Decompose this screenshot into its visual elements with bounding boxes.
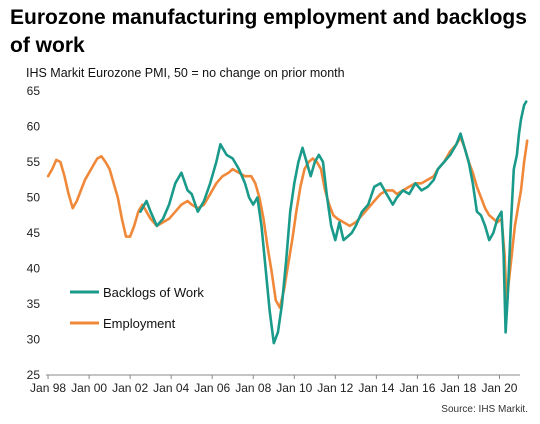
y-tick-label: 30 (27, 333, 41, 347)
chart-axes: 25 30 35 40 45 50 55 60 65 Jan 98 Jan 00 Jan 02 Jan … (27, 84, 520, 395)
x-tick-label: Jan 20 (481, 381, 517, 395)
y-tick-label: 55 (27, 155, 41, 169)
chart-series (46, 100, 529, 345)
x-tick-label: Jan 98 (30, 381, 66, 395)
x-tick-label: Jan 02 (112, 381, 148, 395)
x-tick-label: Jan 18 (440, 381, 476, 395)
source-note: Source: IHS Markit. (441, 404, 528, 415)
x-tick-label: Jan 12 (317, 381, 353, 395)
chart-subtitle: IHS Markit Eurozone PMI, 50 = no change … (26, 66, 345, 80)
legend-label-backlogs-of-work: Backlogs of Work (103, 285, 204, 300)
y-tick-label: 65 (27, 84, 41, 98)
x-tick-label: Jan 00 (71, 381, 107, 395)
x-tick-label: Jan 10 (276, 381, 312, 395)
series-line-backlogs-of-work (139, 100, 528, 345)
y-tick-label: 25 (27, 368, 41, 382)
chart-legend: Backlogs of Work Employment (70, 285, 204, 331)
x-tick-label: Jan 04 (153, 381, 189, 395)
x-tick-label: Jan 06 (194, 381, 230, 395)
x-tick-label: Jan 14 (358, 381, 394, 395)
chart-title: Eurozone manufacturing employment and ba… (10, 6, 527, 57)
y-tick-label: 45 (27, 226, 41, 240)
y-tick-label: 50 (27, 191, 41, 205)
legend-label-employment: Employment (103, 316, 176, 331)
y-tick-label: 35 (27, 297, 41, 311)
y-tick-label: 40 (27, 262, 41, 276)
x-tick-label: Jan 16 (399, 381, 435, 395)
x-tick-label: Jan 08 (235, 381, 271, 395)
y-tick-label: 60 (27, 120, 41, 134)
series-line-employment (46, 135, 529, 309)
